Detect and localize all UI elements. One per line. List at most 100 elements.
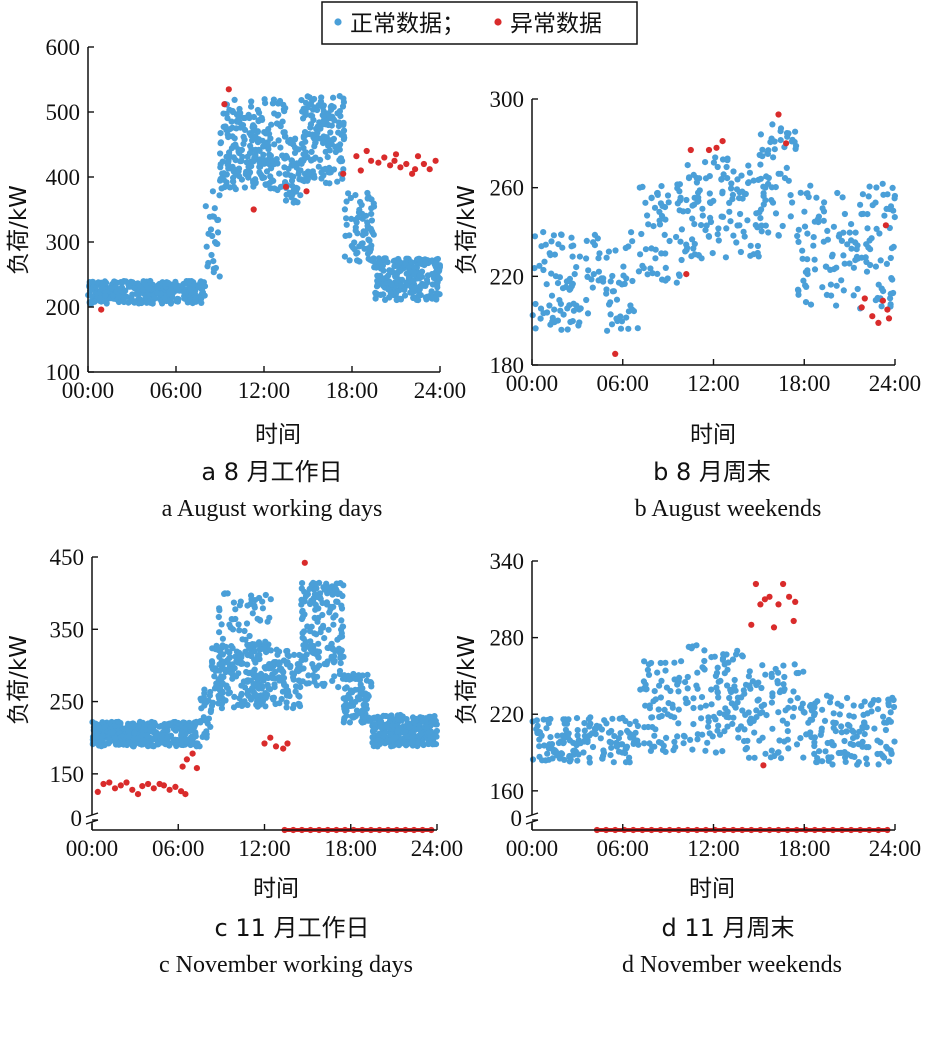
data-point-normal [276,659,283,666]
data-point-normal [250,135,257,142]
data-point-normal [249,669,256,677]
data-point-normal [317,125,324,132]
data-point-normal [247,142,254,149]
data-point-normal [552,273,560,280]
data-point-normal [645,671,653,679]
data-point-normal [310,579,317,587]
data-point-normal [844,751,851,758]
data-point-normal [334,590,341,598]
data-point-normal [757,161,764,168]
x-tick-label: 06:00 [152,836,204,861]
data-point-normal [238,702,245,710]
data-point-normal [191,281,198,288]
data-point-normal [840,287,847,294]
data-point-normal [255,639,263,646]
data-point-normal [352,192,359,199]
data-point-normal [721,728,728,735]
data-point-normal [408,739,416,746]
data-point-normal [279,688,286,695]
data-point-normal [626,754,633,761]
data-point-normal [543,281,550,288]
data-point-normal [865,193,872,200]
data-point-abnormal [748,621,755,628]
data-point-normal [656,217,663,224]
data-point-normal [794,695,801,702]
data-point-normal [670,747,677,754]
y-tick-label: 350 [50,617,85,642]
data-point-normal [269,675,276,682]
data-point-normal [306,628,314,635]
data-point-normal [732,704,739,711]
y-axis-title: 负荷/kW [454,185,480,275]
data-point-normal [662,250,669,257]
data-point-normal [756,737,763,744]
data-point-normal [269,694,276,702]
data-point-normal [131,299,138,306]
data-point-normal [746,682,753,689]
data-point-normal [404,733,411,740]
data-point-normal [790,688,797,695]
data-point-normal [620,263,627,270]
data-point-normal [171,736,179,743]
data-point-normal [201,686,208,693]
data-point-normal [854,255,862,262]
data-point-normal [555,739,563,747]
data-point-normal [300,115,307,122]
data-point-normal [543,725,550,732]
data-point-normal [243,620,251,627]
x-tick-label: 06:00 [597,371,649,396]
data-point-normal [715,694,722,701]
data-point-normal [658,677,665,685]
data-point-normal [311,95,318,103]
data-point-normal [271,141,278,148]
data-point-normal [757,215,764,222]
data-point-normal [320,108,327,115]
data-point-normal [283,704,290,711]
data-point-normal [364,671,371,679]
data-point-normal [569,253,576,260]
data-point-normal [320,584,327,591]
data-point-normal [326,180,333,187]
data-point-normal [433,289,441,297]
data-point-normal [405,275,412,282]
legend-marker-abnormal [494,18,502,26]
data-point-normal [769,725,776,732]
data-point-normal [217,140,224,147]
data-point-normal [779,717,786,724]
data-point-normal [647,265,654,272]
data-point-normal [723,163,730,171]
data-point-normal [810,242,817,249]
data-point-normal [216,695,223,702]
data-point-normal [217,130,224,137]
data-point-normal [816,748,823,755]
data-point-normal [289,705,297,712]
data-point-normal [367,244,374,251]
data-point-normal [621,750,629,757]
data-point-normal [763,712,770,719]
data-point-normal [671,659,678,666]
data-point-normal [297,167,304,174]
data-point-normal [758,222,765,229]
data-point-normal [780,662,787,669]
data-point-normal [677,194,684,201]
data-point-normal [276,97,284,105]
data-point-normal [684,673,691,681]
data-point-normal [839,194,846,201]
data-point-normal [642,199,649,206]
data-point-abnormal [182,791,189,798]
data-point-normal [710,713,718,720]
data-point-normal [209,665,216,673]
data-point-normal [648,194,655,201]
data-point-normal [746,169,754,176]
data-point-normal [540,310,547,317]
data-point-normal [863,755,870,762]
data-point-normal [267,647,274,654]
data-point-normal [651,732,658,739]
data-point-abnormal [420,160,427,168]
data-point-normal [890,207,897,214]
data-point-normal [364,195,371,202]
data-point-normal [149,742,156,749]
data-point-normal [698,694,706,701]
data-point-normal [340,719,347,726]
y-tick-label: 260 [490,176,525,201]
